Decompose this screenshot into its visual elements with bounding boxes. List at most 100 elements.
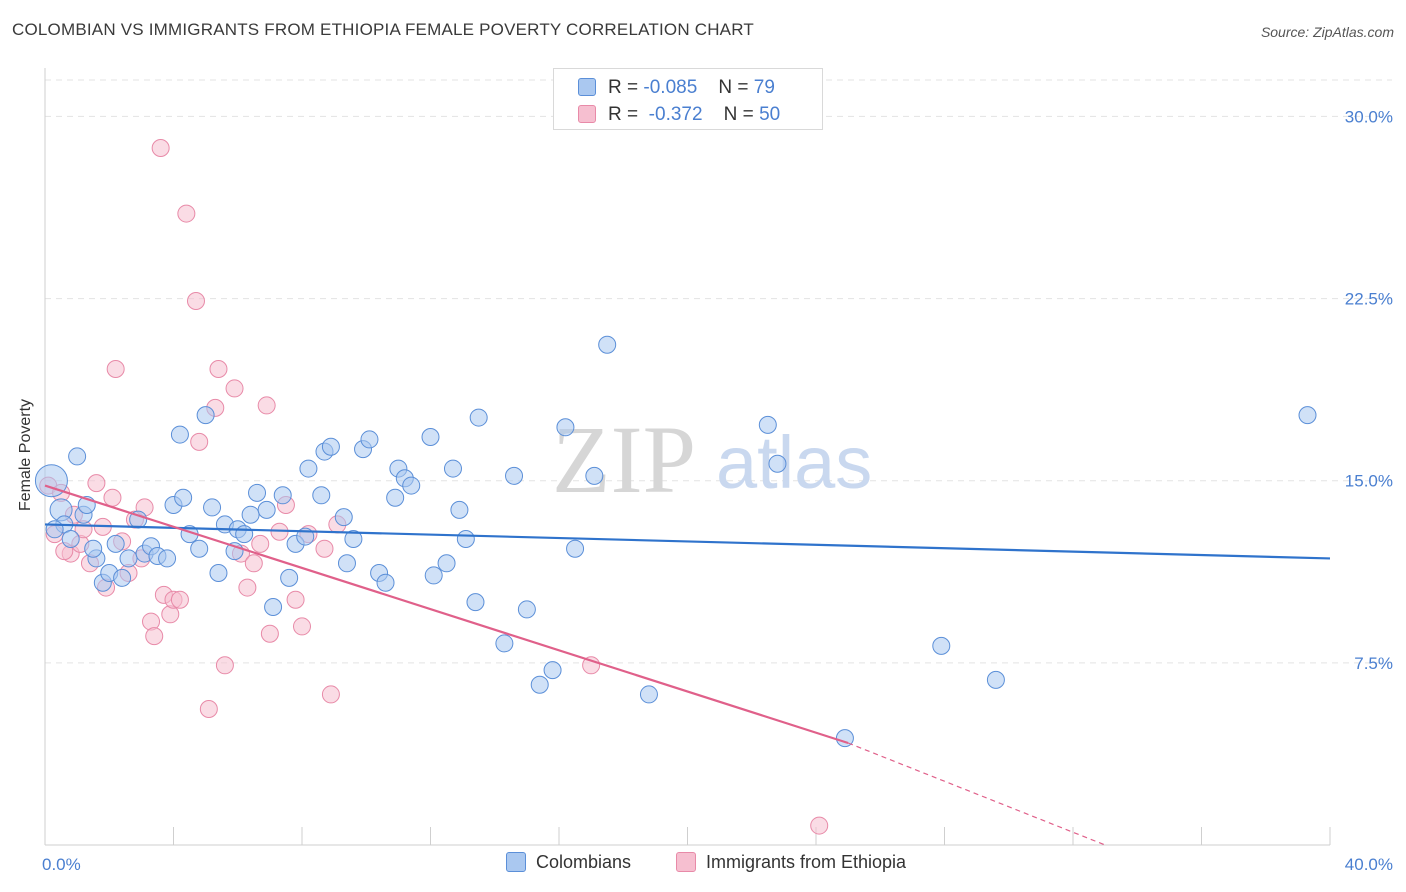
ethiopia-point [87, 474, 106, 493]
bottom-legend-swatch-blue [506, 852, 526, 872]
colombian-point [1298, 406, 1317, 425]
legend-r-label: R = [608, 104, 639, 125]
colombian-point [61, 530, 80, 548]
colombian-point [334, 508, 353, 527]
colombian-point [376, 573, 395, 592]
colombian-point [421, 428, 440, 446]
ethiopia-point [244, 554, 263, 573]
legend-r-value: -0.085 [643, 77, 698, 98]
colombian-point [424, 566, 443, 585]
colombian-point [768, 454, 787, 473]
ethiopia-point [190, 432, 209, 451]
colombian-point [174, 488, 193, 507]
colombian-point [84, 539, 103, 558]
ethiopia-point [170, 590, 189, 609]
colombian-point [273, 486, 292, 505]
legend-row-colombians: R = -0.085 N = 79 [578, 77, 775, 99]
colombian-point [129, 510, 148, 529]
legend-swatch-pink [578, 105, 596, 123]
y-tick-label: 22.5% [1345, 290, 1393, 309]
colombian-point [505, 466, 524, 485]
bottom-legend-swatch-pink [676, 852, 696, 872]
y-tick-label: 7.5% [1354, 654, 1393, 673]
colombian-point [344, 530, 363, 548]
colombian-point [158, 549, 177, 568]
y-tick-label: 30.0% [1345, 107, 1393, 126]
ethiopia-point [293, 617, 311, 636]
colombian-point [986, 670, 1005, 689]
colombian-point [235, 525, 254, 544]
colombian-point [321, 437, 340, 456]
colombian-point [469, 408, 488, 427]
ethiopia-point [151, 139, 170, 157]
ethiopia-point [177, 204, 196, 223]
colombian-point [248, 483, 267, 502]
colombian-point [495, 634, 514, 653]
colombian-point [517, 600, 536, 619]
ethiopia-point [199, 700, 218, 718]
colombian-point [443, 459, 462, 478]
colombian-point [386, 488, 405, 507]
ethiopia-point [321, 685, 340, 704]
ethiopia-trend-extension [847, 742, 1106, 846]
ethiopia-trend-line [44, 484, 849, 745]
colombian-point [566, 539, 585, 558]
colombian-point [530, 675, 549, 694]
x-tick-label: 40.0% [1345, 855, 1393, 874]
ethiopia-point [142, 612, 161, 631]
legend-n-value: 79 [753, 77, 775, 98]
x-tick-label: 0.0% [42, 855, 81, 874]
ethiopia-point [161, 605, 180, 624]
ethiopia-point [186, 292, 205, 310]
colombian-point [450, 500, 469, 519]
colombian-point [932, 636, 951, 655]
bottom-legend-label: Colombians [536, 852, 632, 872]
legend-n-value: 50 [759, 104, 781, 125]
colombian-point [45, 520, 64, 539]
colombian-trend-line [44, 523, 1331, 560]
legend-r-value: -0.372 [648, 104, 703, 125]
ethiopia-point [251, 534, 270, 553]
colombian-point [556, 418, 575, 437]
legend-swatch-blue [578, 78, 596, 96]
colombian-point [170, 425, 189, 444]
colombian-point [337, 554, 356, 573]
colombian-point [203, 498, 222, 517]
legend-n-label: N = [718, 77, 749, 98]
colombian-point [456, 530, 475, 548]
ethiopia-points [39, 139, 829, 835]
ethiopia-point [315, 539, 334, 558]
grid [45, 79, 1392, 664]
colombian-point [639, 685, 658, 704]
ethiopia-point [225, 379, 244, 398]
colombian-points [34, 335, 1317, 748]
ethiopia-point [257, 396, 276, 415]
ethiopia-point [103, 488, 122, 507]
colombian-point [360, 430, 379, 449]
bottom-legend-colombians: Colombians [506, 852, 631, 873]
legend: R = -0.085 N = 79 R = -0.372 N = 50 [553, 68, 823, 130]
ethiopia-point [260, 624, 279, 643]
colombian-point [119, 549, 138, 568]
legend-n-label: N = [723, 104, 754, 125]
bottom-legend-ethiopia: Immigrants from Ethiopia [676, 852, 906, 873]
colombian-point [190, 539, 209, 558]
colombian-point [466, 593, 485, 612]
chart-source: Source: ZipAtlas.com [1260, 24, 1394, 40]
colombian-point [196, 406, 215, 425]
colombian-point [264, 598, 283, 616]
colombian-point [68, 447, 87, 466]
colombian-point [209, 564, 228, 582]
chart-title: COLOMBIAN VS IMMIGRANTS FROM ETHIOPIA FE… [12, 20, 754, 39]
colombian-point [598, 335, 617, 354]
y-tick-label: 15.0% [1345, 472, 1393, 491]
ethiopia-point [145, 627, 164, 646]
colombian-point [299, 459, 318, 478]
colombian-point [585, 466, 604, 485]
tick-labels: 7.5% 15.0% 22.5% 30.0% 0.0% 40.0% [42, 107, 1393, 874]
watermark-atlas: atlas [716, 421, 872, 504]
colombian-point [437, 554, 456, 573]
colombian-point [280, 568, 299, 587]
colombian-point [758, 415, 777, 434]
